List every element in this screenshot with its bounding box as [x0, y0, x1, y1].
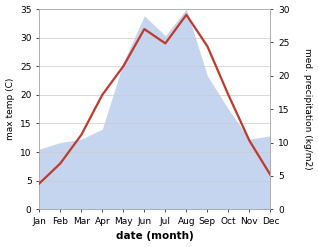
X-axis label: date (month): date (month)	[116, 231, 194, 242]
Y-axis label: max temp (C): max temp (C)	[5, 78, 15, 140]
Y-axis label: med. precipitation (kg/m2): med. precipitation (kg/m2)	[303, 48, 313, 170]
